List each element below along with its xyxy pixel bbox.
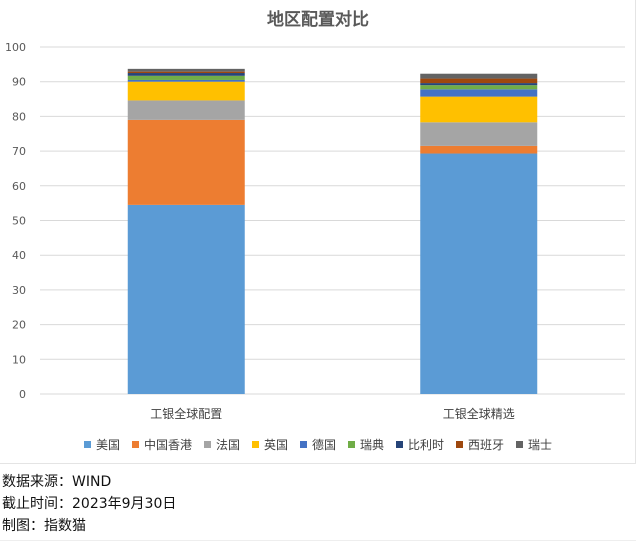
bar-segment-0-0 bbox=[127, 204, 245, 394]
legend-label: 西班牙 bbox=[468, 438, 504, 452]
bar-segment-0-4 bbox=[127, 79, 245, 82]
y-tick-label: 20 bbox=[12, 319, 26, 332]
legend-label: 美国 bbox=[96, 438, 120, 452]
bar-segment-0-5 bbox=[127, 75, 245, 80]
legend-label: 法国 bbox=[216, 438, 240, 452]
legend-swatch bbox=[300, 441, 307, 448]
bar-segment-1-2 bbox=[420, 122, 538, 146]
legend-label: 英国 bbox=[264, 438, 288, 452]
legend-label: 德国 bbox=[312, 437, 336, 452]
y-tick-label: 70 bbox=[12, 145, 26, 158]
bar-segment-1-5 bbox=[420, 85, 538, 90]
legend-label: 瑞士 bbox=[528, 438, 552, 452]
y-tick-label: 50 bbox=[12, 215, 26, 228]
legend-swatch bbox=[204, 441, 211, 448]
author-note: 制图：指数猫 bbox=[2, 518, 86, 534]
date-note: 截止时间：2023年9月30日 bbox=[2, 496, 177, 512]
bar-segment-1-4 bbox=[420, 89, 538, 97]
y-tick-label: 10 bbox=[12, 353, 26, 366]
bar-segment-1-7 bbox=[420, 78, 538, 84]
y-tick-label: 30 bbox=[12, 284, 26, 297]
bar-segment-1-0 bbox=[420, 153, 538, 394]
legend-label: 瑞典 bbox=[360, 438, 384, 452]
y-tick-label: 80 bbox=[12, 110, 26, 123]
legend-swatch bbox=[132, 441, 139, 448]
bar-segment-1-6 bbox=[420, 83, 538, 86]
bar-segment-1-8 bbox=[420, 73, 538, 79]
source-note: 数据来源：WIND bbox=[2, 474, 112, 490]
bar-segment-0-3 bbox=[127, 81, 245, 101]
page-edge-divider bbox=[0, 540, 636, 547]
chart-title: 地区配置对比 bbox=[267, 9, 369, 30]
legend-swatch bbox=[516, 441, 523, 448]
y-tick-label: 40 bbox=[12, 249, 26, 262]
chart-frame: 地区配置对比 0 10 20 30 40 50 60 70 80 90 100 工银全球配置 工银全球… bbox=[0, 0, 636, 464]
x-category-label: 工银全球配置 bbox=[150, 406, 222, 421]
bars bbox=[127, 68, 538, 394]
bar-segment-1-3 bbox=[420, 96, 538, 123]
legend-swatch bbox=[396, 441, 403, 448]
footnotes: 数据来源：WIND 截止时间：2023年9月30日 制图：指数猫 bbox=[2, 471, 632, 537]
legend-swatch bbox=[348, 441, 355, 448]
bar-segment-1-1 bbox=[420, 145, 538, 154]
bar-segment-0-6 bbox=[127, 73, 245, 76]
legend-swatch bbox=[252, 441, 259, 448]
y-tick-label: 90 bbox=[12, 76, 26, 89]
y-tick-label: 60 bbox=[12, 180, 26, 193]
x-category-label: 工银全球精选 bbox=[443, 406, 515, 421]
bar-segment-0-1 bbox=[127, 119, 245, 205]
bar-segment-0-8 bbox=[127, 68, 245, 72]
legend-label: 中国香港 bbox=[144, 437, 192, 452]
legend-swatch bbox=[84, 441, 91, 448]
legend-swatch bbox=[456, 441, 463, 448]
y-tick-label: 0 bbox=[19, 388, 26, 401]
legend: 美国 中国香港 法国 英国 德国 瑞典 比利时 西班牙 瑞士 bbox=[84, 437, 552, 452]
bar-segment-0-2 bbox=[127, 100, 245, 120]
x-axis-category-labels: 工银全球配置 工银全球精选 bbox=[150, 406, 515, 421]
y-tick-label: 100 bbox=[5, 41, 26, 54]
y-axis-tick-labels: 0 10 20 30 40 50 60 70 80 90 100 bbox=[5, 41, 26, 401]
legend-label: 比利时 bbox=[408, 438, 444, 452]
bar-segment-0-7 bbox=[127, 71, 245, 74]
